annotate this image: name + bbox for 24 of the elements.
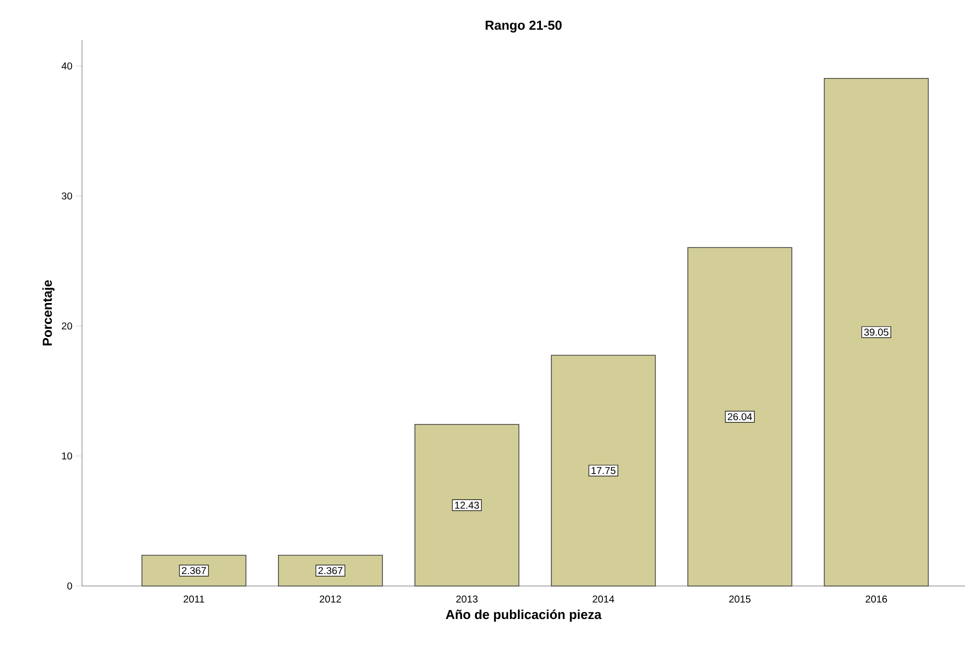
x-axis-title: Año de publicación pieza bbox=[446, 609, 602, 622]
y-axis-title: Porcentaje bbox=[42, 280, 54, 346]
y-tick-label: 0 bbox=[67, 582, 72, 590]
x-tick-label: 2015 bbox=[729, 596, 751, 603]
x-tick-label: 2016 bbox=[866, 596, 887, 603]
data-label: 39.05 bbox=[864, 328, 888, 336]
x-tick-label: 2011 bbox=[184, 596, 204, 603]
x-tick-label: 2013 bbox=[456, 596, 478, 603]
data-label: 12.43 bbox=[455, 502, 479, 509]
bar bbox=[414, 424, 520, 586]
x-tick-label: 2014 bbox=[592, 596, 614, 603]
data-label: 2.367 bbox=[318, 567, 342, 574]
data-label: 26.04 bbox=[728, 413, 752, 420]
x-tick-label: 2012 bbox=[320, 596, 342, 603]
y-tick-label: 30 bbox=[62, 192, 72, 200]
chart-title: Rango 21-50 bbox=[486, 20, 562, 32]
y-tick-label: 20 bbox=[62, 322, 72, 330]
data-label: 17.75 bbox=[592, 467, 616, 474]
data-label: 2.367 bbox=[182, 567, 206, 574]
bar bbox=[687, 247, 792, 586]
bar bbox=[824, 78, 929, 586]
y-tick-label: 10 bbox=[62, 452, 72, 460]
y-tick-label: 40 bbox=[62, 62, 72, 70]
bar bbox=[550, 354, 656, 586]
